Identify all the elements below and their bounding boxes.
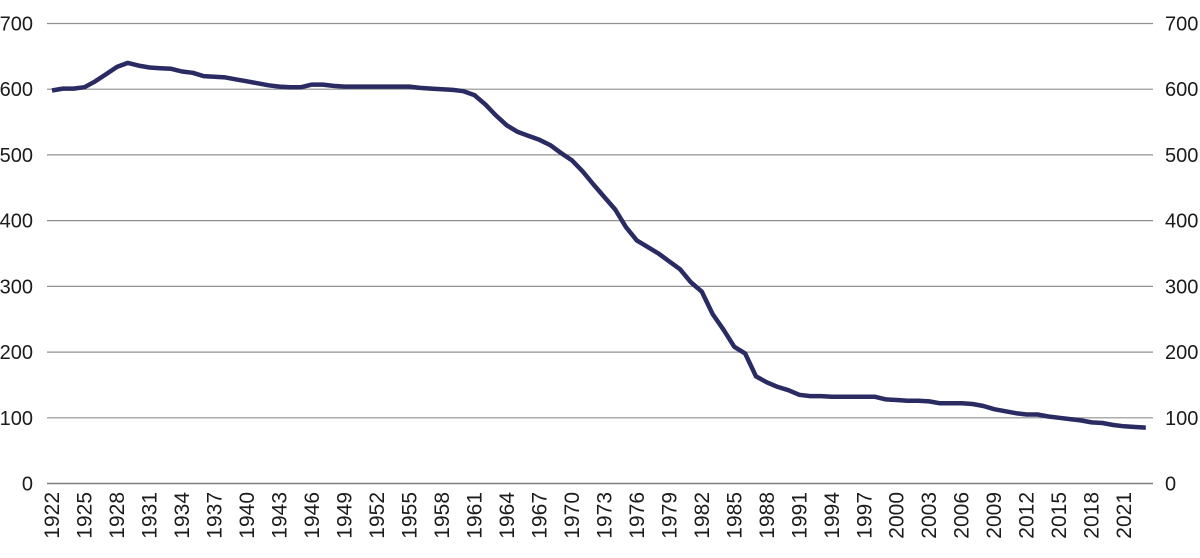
y-axis-tick-label-right: 200: [1165, 342, 1198, 364]
y-axis-tick-label-right: 600: [1165, 79, 1198, 101]
x-axis-tick-label: 1955: [398, 492, 421, 539]
x-axis-tick-label: 1928: [106, 492, 129, 539]
x-axis-tick-label: 1997: [853, 492, 876, 539]
x-axis-tick-label: 2015: [1048, 492, 1071, 539]
x-axis-tick-label: 2009: [983, 492, 1006, 539]
x-axis-tick-label: 1940: [236, 492, 259, 539]
y-axis-tick-label-left: 700: [0, 14, 33, 36]
y-axis-tick-label-right: 500: [1165, 145, 1198, 167]
y-axis-tick-label-left: 300: [0, 276, 33, 298]
x-axis-tick-label: 1973: [593, 492, 616, 539]
x-axis-tick-label: 1979: [658, 492, 681, 539]
x-axis-tick-label: 1994: [821, 492, 844, 539]
y-axis-tick-label-left: 100: [0, 408, 33, 430]
x-axis-tick-label: 1952: [366, 492, 389, 539]
x-axis-tick-label: 2021: [1113, 492, 1136, 539]
x-axis-tick-label: 1937: [203, 492, 226, 539]
x-axis-tick-label: 2000: [886, 492, 909, 539]
x-axis-tick-label: 1922: [41, 492, 64, 539]
x-axis-tick-label: 1946: [301, 492, 324, 539]
x-axis-tick-label: 1991: [788, 492, 811, 539]
x-axis-tick-label: 2012: [1016, 492, 1039, 539]
y-axis-tick-label-left: 500: [0, 145, 33, 167]
x-axis-tick-label: 1982: [691, 492, 714, 539]
x-axis-tick-label: 1925: [74, 492, 97, 539]
x-axis-tick-label: 1943: [268, 492, 291, 539]
x-axis-tick-label: 1967: [528, 492, 551, 539]
x-axis-tick-label: 1934: [171, 492, 194, 539]
x-axis-tick-label: 2003: [918, 492, 941, 539]
x-axis-tick-label: 1958: [431, 492, 454, 539]
x-axis-tick-label: 2018: [1081, 492, 1104, 539]
y-axis-tick-label-left: 200: [0, 342, 33, 364]
x-axis-tick-label: 1961: [463, 492, 486, 539]
y-axis-tick-label-right: 700: [1165, 14, 1198, 36]
y-axis-tick-label-right: 100: [1165, 408, 1198, 430]
y-axis-tick-label-right: 400: [1165, 211, 1198, 233]
x-axis-tick-label: 1985: [723, 492, 746, 539]
x-axis-tick-label: 1949: [333, 492, 356, 539]
y-axis-tick-label-left: 0: [22, 474, 33, 496]
x-axis-tick-label: 1976: [626, 492, 649, 539]
y-axis-tick-label-right: 0: [1165, 474, 1176, 496]
y-axis-tick-label-right: 300: [1165, 276, 1198, 298]
x-axis-tick-label: 1988: [756, 492, 779, 539]
x-axis-tick-label: 1931: [139, 492, 162, 539]
x-axis-tick-label: 2006: [951, 492, 974, 539]
x-axis-tick-label: 1964: [496, 492, 519, 539]
y-axis-tick-label-left: 600: [0, 79, 33, 101]
data-line: [51, 60, 1146, 430]
x-axis-tick-label: 1970: [561, 492, 584, 539]
y-axis-tick-label-left: 400: [0, 211, 33, 233]
